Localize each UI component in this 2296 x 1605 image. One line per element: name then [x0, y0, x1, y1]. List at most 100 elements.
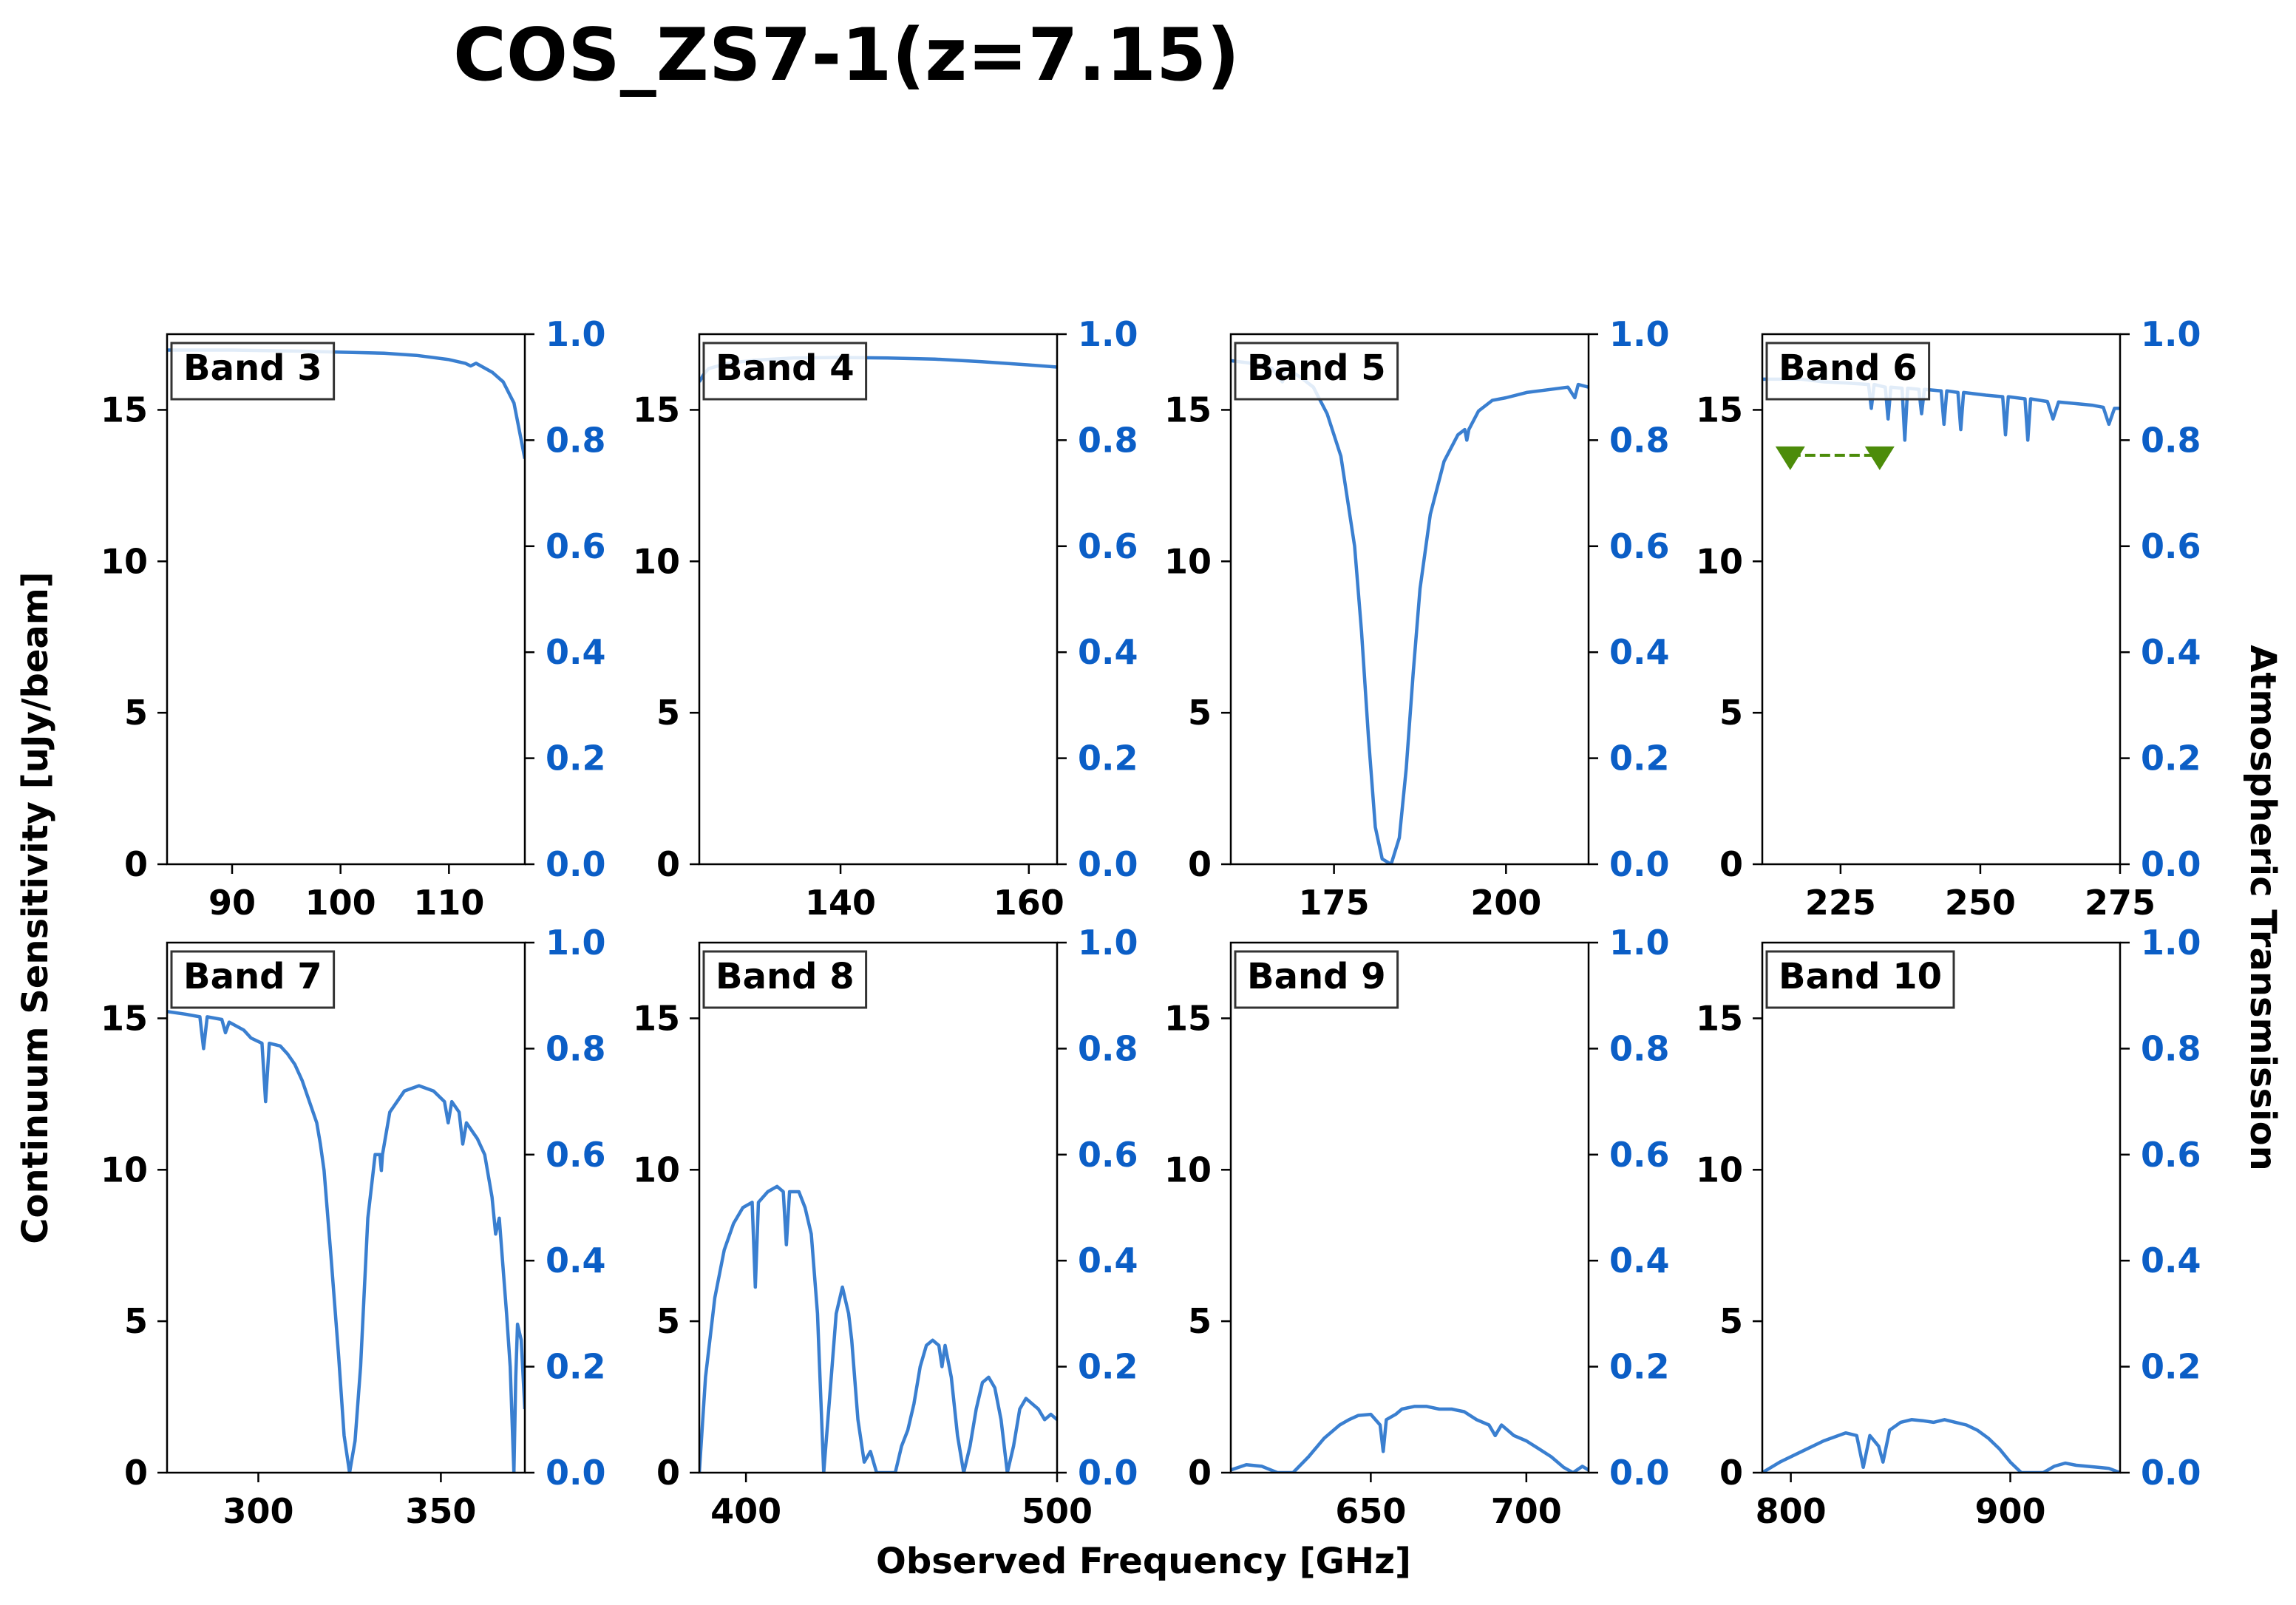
- y-tick-label-right: 0.0: [546, 844, 606, 884]
- axes-frame: [1229, 941, 1590, 1474]
- x-tick-label: 700: [1491, 1491, 1562, 1531]
- y-tick-label-right: 0.2: [1609, 739, 1670, 778]
- y-tick-label-right: 1.0: [1078, 314, 1138, 354]
- y-axis-label-left: Continuum Sensitivity [uJy/beam]: [15, 571, 56, 1243]
- x-tick-label: 250: [1945, 883, 2016, 923]
- y-tick-label-left: 5: [124, 1301, 148, 1341]
- axes-frame: [166, 333, 526, 866]
- x-tick-label: 650: [1335, 1491, 1406, 1531]
- y-tick-label-right: 0.4: [546, 632, 606, 672]
- band-label-box: [1765, 950, 1955, 1009]
- y-tick-label-right: 0.6: [2141, 1135, 2201, 1175]
- y-tick-label-right: 0.2: [1609, 1347, 1670, 1387]
- y-tick-label-left: 5: [1719, 693, 1743, 733]
- y-tick-label-left: 0: [1719, 1453, 1743, 1493]
- x-axis-label: Observed Frequency [GHz]: [876, 1541, 1411, 1582]
- y-tick-label-left: 15: [633, 390, 680, 430]
- x-tick-label: 275: [2085, 883, 2156, 923]
- band-label-box: [1234, 342, 1399, 401]
- y-tick-label-right: 0.6: [2141, 526, 2201, 566]
- y-tick-label-right: 0.4: [1609, 632, 1670, 672]
- x-tick-label: 225: [1805, 883, 1876, 923]
- panel-band-7: 0 5 10 15 0.0 0.2 0.4 0.6 0.8 1.0 300 350 Band 7: [101, 923, 606, 1531]
- y-tick-label-right: 0.2: [2141, 739, 2201, 778]
- y-tick-label-left: 10: [1164, 541, 1212, 581]
- y-tick-label-left: 10: [1696, 541, 1743, 581]
- x-tick-label: 300: [223, 1491, 293, 1531]
- y-tick-label-right: 1.0: [1078, 923, 1138, 963]
- x-tick-label: 100: [305, 883, 376, 923]
- y-tick-label-left: 0: [1188, 1453, 1212, 1493]
- y-axis-label-right: Atmospheric Transmission: [2242, 645, 2283, 1171]
- band-label: Band 9: [1247, 956, 1386, 997]
- y-tick-label-left: 10: [101, 1150, 148, 1190]
- panel-band-4: 0 5 10 15 0.0 0.2 0.4 0.6 0.8 1.0 140 160 Band 4: [633, 314, 1138, 923]
- y-tick-label-left: 15: [1164, 998, 1212, 1038]
- y-tick-label-left: 5: [1719, 1301, 1743, 1341]
- axes-frame: [698, 941, 1059, 1474]
- x-tick-label: 500: [1022, 1491, 1093, 1531]
- panel-band-6: 0 5 10 15 0.0 0.2 0.4 0.6 0.8 1.0 225 250 275 Band 6: [1696, 314, 2201, 923]
- y-tick-label-left: 10: [1696, 1150, 1743, 1190]
- y-tick-label-left: 0: [1719, 844, 1743, 884]
- y-tick-label-right: 0.0: [1078, 844, 1138, 884]
- band-label-box: [170, 950, 336, 1009]
- y-tick-label-right: 0.2: [546, 1347, 606, 1387]
- y-tick-label-right: 0.8: [1078, 420, 1138, 460]
- transmission-line: [1231, 359, 1589, 864]
- y-tick-label-right: 0.0: [1609, 1453, 1670, 1493]
- y-tick-label-right: 0.2: [1078, 1347, 1138, 1387]
- band-label-box: [1234, 950, 1399, 1009]
- x-tick-label: 110: [413, 883, 484, 923]
- y-tick-label-right: 1.0: [2141, 314, 2201, 354]
- transmission-line: [1231, 1405, 1589, 1473]
- band-label-box: [170, 342, 336, 401]
- y-tick-label-left: 15: [101, 998, 148, 1038]
- y-tick-label-right: 0.8: [1609, 1028, 1670, 1068]
- y-tick-label-right: 0.6: [1609, 526, 1670, 566]
- band-label: Band 7: [183, 956, 322, 997]
- y-tick-label-right: 0.8: [2141, 1028, 2201, 1068]
- y-tick-label-left: 5: [656, 1301, 680, 1341]
- panel-band-5: 0 5 10 15 0.0 0.2 0.4 0.6 0.8 1.0 175 200 Band 5: [1164, 314, 1670, 923]
- upper-limit-marker: [1864, 446, 1895, 470]
- y-tick-label-right: 0.6: [1609, 1135, 1670, 1175]
- band-label: Band 5: [1247, 347, 1386, 389]
- y-tick-label-left: 0: [656, 1453, 680, 1493]
- band-label: Band 10: [1779, 956, 1942, 997]
- y-tick-label-left: 10: [1164, 1150, 1212, 1190]
- y-tick-label-right: 0.0: [546, 1453, 606, 1493]
- y-tick-label-right: 0.4: [2141, 632, 2201, 672]
- y-tick-label-right: 0.8: [2141, 420, 2201, 460]
- y-tick-label-left: 15: [633, 998, 680, 1038]
- band-label-box: [702, 342, 868, 401]
- x-tick-label: 90: [208, 883, 256, 923]
- x-tick-label: 400: [710, 1491, 781, 1531]
- y-tick-label-right: 0.4: [2141, 1241, 2201, 1280]
- band-label-box: [1765, 342, 1931, 401]
- band-label: Band 6: [1779, 347, 1918, 389]
- y-tick-label-right: 0.6: [1078, 526, 1138, 566]
- y-tick-label-right: 0.8: [1078, 1028, 1138, 1068]
- figure-title: COS_ZS7-1(z=7.15): [453, 13, 1240, 98]
- y-tick-label-right: 0.0: [1078, 1453, 1138, 1493]
- y-tick-label-right: 0.8: [1609, 420, 1670, 460]
- y-tick-label-left: 15: [1696, 998, 1743, 1038]
- y-tick-label-right: 0.8: [546, 1028, 606, 1068]
- axes-frame: [698, 333, 1059, 866]
- y-tick-label-left: 0: [124, 1453, 148, 1493]
- y-tick-label-right: 0.0: [1609, 844, 1670, 884]
- axes-frame: [166, 941, 526, 1474]
- panel-band-9: 0 5 10 15 0.0 0.2 0.4 0.6 0.8 1.0 650 700 Band 9: [1164, 923, 1670, 1531]
- y-tick-label-left: 0: [124, 844, 148, 884]
- x-tick-label: 350: [405, 1491, 476, 1531]
- y-tick-label-left: 15: [1164, 390, 1212, 430]
- y-tick-label-right: 0.4: [1609, 1241, 1670, 1280]
- upper-limit-marker: [1775, 446, 1805, 470]
- x-tick-label: 900: [1975, 1491, 2046, 1531]
- y-tick-label-right: 0.0: [2141, 1453, 2201, 1493]
- transmission-line: [699, 1184, 1057, 1473]
- y-tick-label-right: 1.0: [546, 923, 606, 963]
- x-tick-label: 160: [994, 883, 1064, 923]
- y-tick-label-right: 1.0: [2141, 923, 2201, 963]
